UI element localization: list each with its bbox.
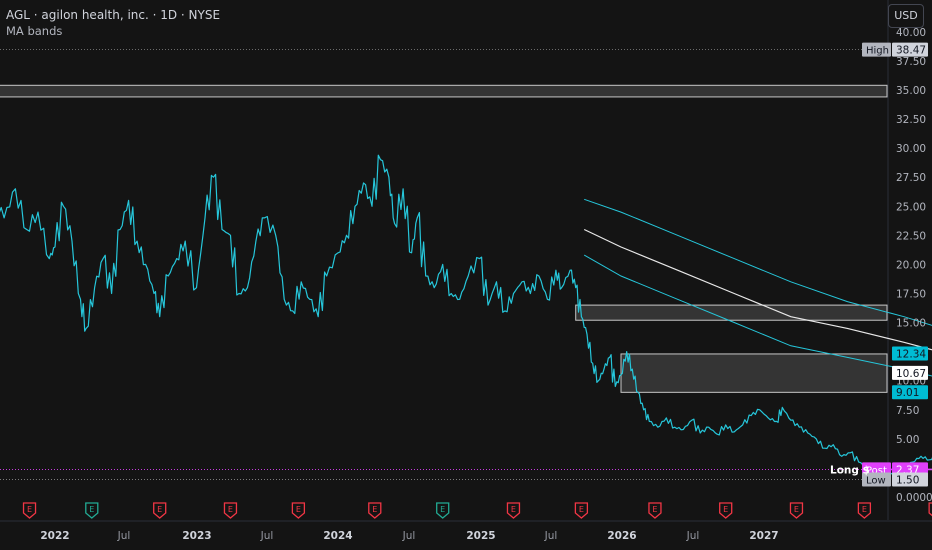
price-label-box bbox=[892, 472, 928, 487]
price-label-value: 38.47 bbox=[896, 45, 926, 57]
earnings-marker-label: E bbox=[579, 505, 584, 514]
earnings-marker-shape bbox=[436, 502, 450, 519]
y-tick-label: 25.00 bbox=[896, 201, 926, 213]
earnings-marker-label: E bbox=[89, 505, 94, 514]
earnings-marker-label: E bbox=[862, 505, 867, 514]
earnings-marker-label: E bbox=[440, 505, 445, 514]
y-tick-label: 20.00 bbox=[896, 259, 926, 271]
x-tick-label: Jul bbox=[117, 530, 131, 542]
x-tick-label: Jul bbox=[402, 530, 416, 542]
earnings-marker-shape bbox=[85, 502, 99, 519]
earnings-marker-label: E bbox=[27, 505, 32, 514]
y-tick-label: 27.50 bbox=[896, 172, 926, 184]
price-line bbox=[0, 154, 932, 480]
earnings-marker-label: E bbox=[157, 505, 162, 514]
earnings-marker-label: E bbox=[794, 505, 799, 514]
earnings-marker-shape bbox=[22, 502, 37, 519]
long-label: Long $ bbox=[830, 464, 870, 476]
price-label-value: 12.34 bbox=[896, 348, 926, 360]
earnings-marker-3[interactable]: E bbox=[153, 502, 167, 519]
earnings-marker-label: E bbox=[723, 505, 728, 514]
price-label-tag: High bbox=[866, 46, 889, 57]
earnings-marker-2[interactable]: E bbox=[85, 502, 99, 519]
x-tick-label: Jul bbox=[686, 530, 700, 542]
earnings-marker-7[interactable]: E bbox=[436, 502, 450, 519]
indicator-label: MA bands bbox=[6, 24, 63, 38]
earnings-marker-5[interactable]: E bbox=[291, 502, 306, 519]
price-label-box bbox=[892, 365, 928, 380]
price-label-value: 9.01 bbox=[896, 387, 919, 399]
ma-lower-band bbox=[583, 254, 932, 377]
earnings-marker-label: E bbox=[228, 505, 233, 514]
earnings-marker-shape bbox=[789, 502, 804, 519]
earnings-marker-shape bbox=[153, 502, 167, 519]
earnings-marker-1[interactable]: E bbox=[22, 502, 37, 519]
y-tick-label: 35.00 bbox=[896, 85, 926, 97]
ma-upper-band bbox=[584, 198, 932, 326]
resistance-zone-1 bbox=[575, 304, 888, 321]
earnings-marker-14[interactable]: E bbox=[928, 502, 932, 518]
resistance-zone-2 bbox=[620, 353, 888, 393]
x-tick-label: 2023 bbox=[182, 530, 211, 542]
price-label-tag-box bbox=[862, 472, 891, 487]
price-label-value: 1.50 bbox=[896, 475, 919, 487]
currency-button[interactable]: USD bbox=[888, 4, 924, 28]
earnings-marker-shape bbox=[857, 502, 872, 519]
y-tick-label: 30.00 bbox=[896, 143, 926, 155]
price-label-tag: Low bbox=[866, 476, 886, 487]
y-tick-label: 15.00 bbox=[896, 318, 926, 330]
x-tick-label: 2024 bbox=[323, 530, 352, 542]
earnings-marker-4[interactable]: E bbox=[223, 502, 238, 519]
earnings-marker-13[interactable]: E bbox=[857, 502, 872, 519]
price-label-tag-box bbox=[862, 42, 891, 57]
earnings-marker-10[interactable]: E bbox=[648, 502, 662, 519]
price-label-value: 10.67 bbox=[896, 368, 926, 380]
earnings-marker-shape bbox=[368, 502, 382, 519]
earnings-marker-8[interactable]: E bbox=[506, 502, 521, 519]
price-label-box bbox=[892, 42, 928, 57]
price-label-box bbox=[892, 346, 928, 361]
y-tick-label: 32.50 bbox=[896, 114, 926, 126]
price-label-box bbox=[892, 385, 928, 400]
earnings-marker-shape bbox=[291, 502, 306, 519]
ma-center-line bbox=[583, 228, 932, 351]
earnings-marker-shape bbox=[719, 502, 733, 519]
x-tick-label: 2022 bbox=[40, 530, 69, 542]
earnings-marker-9[interactable]: E bbox=[574, 502, 589, 519]
earnings-marker-label: E bbox=[511, 505, 516, 514]
earnings-marker-12[interactable]: E bbox=[789, 502, 804, 519]
y-tick-label: 40.00 bbox=[896, 27, 926, 39]
earnings-marker-shape bbox=[928, 502, 932, 517]
resistance-zone-0 bbox=[0, 84, 888, 98]
chart-title: AGL · agilon health, inc. · 1D · NYSE bbox=[6, 8, 221, 22]
x-tick-label: Jul bbox=[544, 530, 558, 542]
earnings-marker-shape bbox=[223, 502, 238, 519]
earnings-marker-shape bbox=[648, 502, 662, 519]
y-tick-label: 0.0000 bbox=[896, 492, 932, 504]
y-tick-label: 17.50 bbox=[896, 288, 926, 300]
earnings-marker-label: E bbox=[296, 505, 301, 514]
x-tick-label: 2026 bbox=[607, 530, 636, 542]
y-tick-label: 22.50 bbox=[896, 230, 926, 242]
y-tick-label: 5.00 bbox=[896, 434, 919, 446]
price-label-tag: Post bbox=[866, 465, 887, 476]
earnings-marker-shape bbox=[574, 502, 589, 519]
y-tick-label: 7.50 bbox=[896, 405, 919, 417]
y-tick-label: 37.50 bbox=[896, 56, 926, 68]
earnings-marker-label: E bbox=[372, 505, 377, 514]
x-tick-label: Jul bbox=[260, 530, 274, 542]
earnings-marker-label: E bbox=[652, 505, 657, 514]
earnings-marker-6[interactable]: E bbox=[368, 502, 382, 519]
x-tick-label: 2025 bbox=[466, 530, 495, 542]
x-tick-label: 2027 bbox=[749, 530, 778, 542]
earnings-marker-11[interactable]: E bbox=[719, 502, 733, 519]
earnings-marker-shape bbox=[506, 502, 521, 519]
